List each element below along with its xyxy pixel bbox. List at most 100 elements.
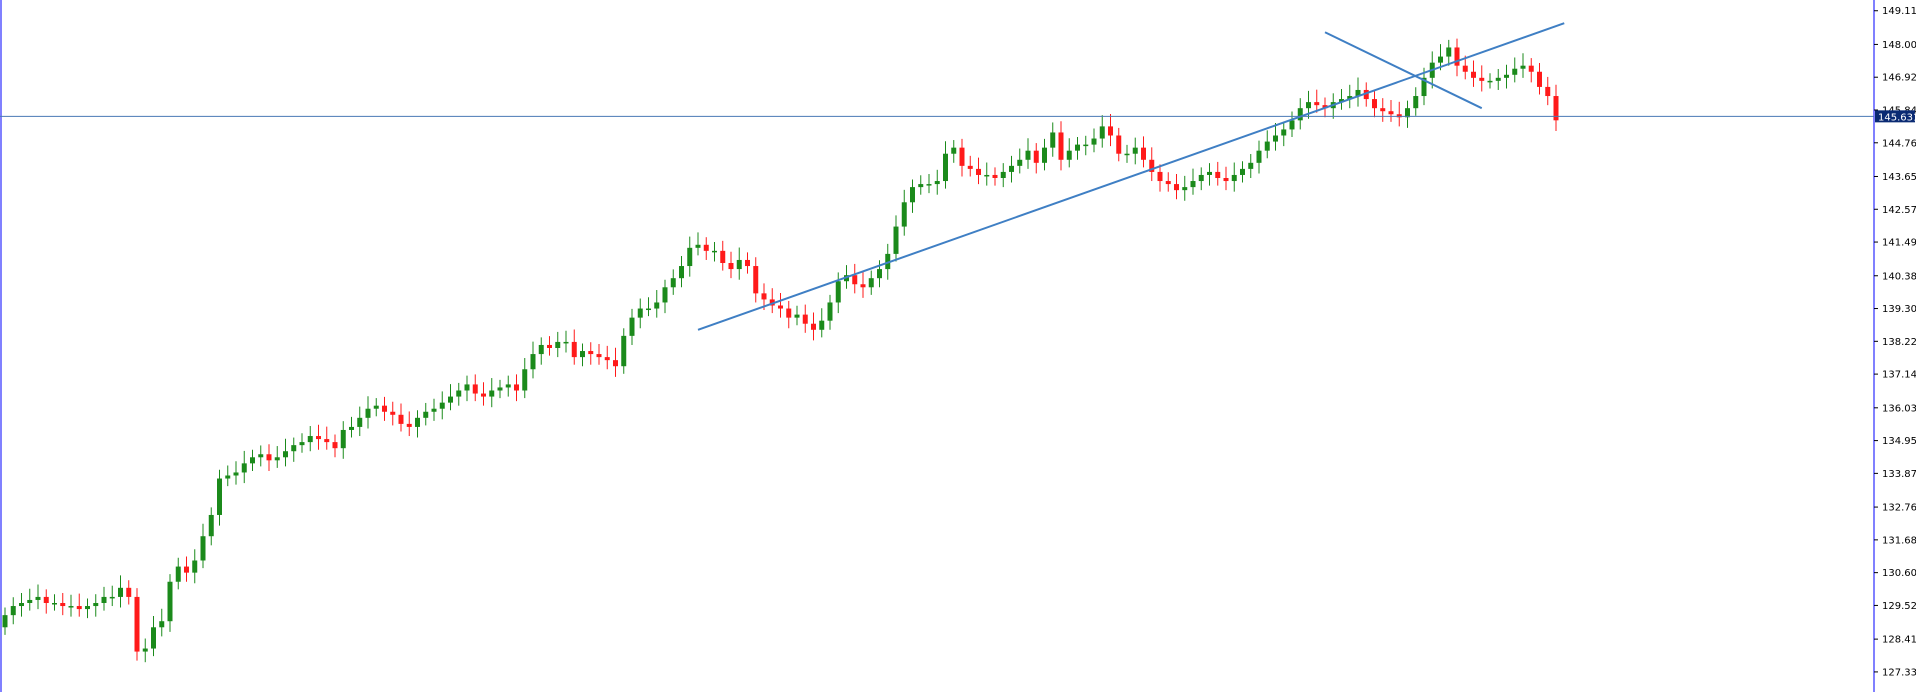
candle-body [1314,102,1320,106]
candle-body [563,341,569,344]
candle-body [390,411,396,415]
trendline-1[interactable] [1324,31,1483,110]
candle-62 [514,374,519,402]
candle-167 [1380,98,1386,122]
candle-4 [35,584,41,610]
candle-body [819,320,825,330]
candle-110 [910,179,915,213]
candle-body [1297,108,1303,121]
candle-body [167,581,173,622]
candle-body [1512,68,1518,75]
candle-57 [472,374,478,402]
candle-145 [1198,167,1204,191]
candle-85 [703,237,709,260]
candle-body [910,187,915,203]
candle-87 [720,240,726,271]
candle-body [1264,141,1270,151]
y-tick-label: 128.410 [1882,635,1916,646]
candle-body [1083,144,1089,147]
candle-168 [1388,99,1394,122]
candle-body [497,387,503,391]
candle-body [745,259,750,267]
candle-170 [1405,100,1410,128]
candle-38 [316,424,321,450]
candle-body [1231,174,1237,182]
candle-72 [596,344,602,365]
candle-body [580,351,585,358]
candle-body [918,184,924,188]
candle-115 [951,140,957,163]
candle-body [1149,159,1155,172]
candle-120 [992,167,998,186]
candle-24 [200,523,206,569]
candle-body [877,269,882,279]
candle-body [1347,96,1353,100]
candle-body [1388,111,1394,115]
candle-91 [753,257,759,303]
candle-body [687,247,693,267]
y-tick-label: 127.330 [1882,667,1916,678]
candle-body [93,603,99,607]
candle-body [621,335,627,367]
candle-body [629,317,635,336]
candle-132 [1091,128,1097,153]
candle-body [208,514,214,537]
candle-body [778,305,783,309]
candle-55 [456,382,462,406]
candle-7 [60,592,66,616]
candle-body [472,384,478,394]
candle-139 [1149,147,1155,182]
candle-body [1025,150,1031,160]
y-tick-label: 132.760 [1882,503,1916,514]
candle-body [736,259,742,270]
candle-154 [1273,123,1278,151]
candle-body [1520,65,1526,69]
candle-138 [1141,136,1146,168]
candle-body [1240,168,1245,175]
candle-34 [283,438,288,467]
candle-103 [852,263,858,294]
candle-74 [613,347,618,377]
candle-body [1050,132,1056,148]
candle-0 [2,607,8,635]
y-tick-label: 144.760 [1882,138,1916,149]
candle-body [489,390,495,397]
candle-64 [530,341,536,379]
candle-body [1487,80,1493,83]
candle-143 [1182,175,1188,201]
candle-body [1281,129,1287,136]
candle-23 [192,549,198,584]
candle-141 [1165,172,1171,192]
candle-185 [1528,58,1534,83]
trendline-0[interactable] [697,22,1565,331]
candle-body [142,648,148,652]
candle-body [1495,77,1501,81]
candle-127 [1050,122,1056,157]
candle-body [852,275,858,285]
candle-86 [712,242,717,262]
candle-147 [1215,161,1221,186]
candle-body [27,599,33,603]
candle-188 [1553,84,1559,131]
candle-body [1141,147,1146,160]
candle-69 [571,329,577,365]
y-tick-label: 146.920 [1882,73,1916,84]
y-tick-label: 133.870 [1882,469,1916,480]
candle-body [200,536,206,561]
candle-56 [464,375,470,402]
candle-26 [217,469,222,526]
candle-6 [52,594,57,611]
candle-body [1545,86,1551,97]
candle-body [1042,147,1047,163]
candle-body [1372,99,1377,109]
candle-28 [233,461,239,485]
candle-body [1108,126,1113,136]
candle-134 [1108,113,1113,147]
candle-body [1190,181,1196,188]
candle-body [1454,47,1460,66]
candle-body [1553,96,1559,121]
candle-body [695,244,701,248]
candle-174 [1438,44,1443,71]
candle-body [250,457,255,464]
